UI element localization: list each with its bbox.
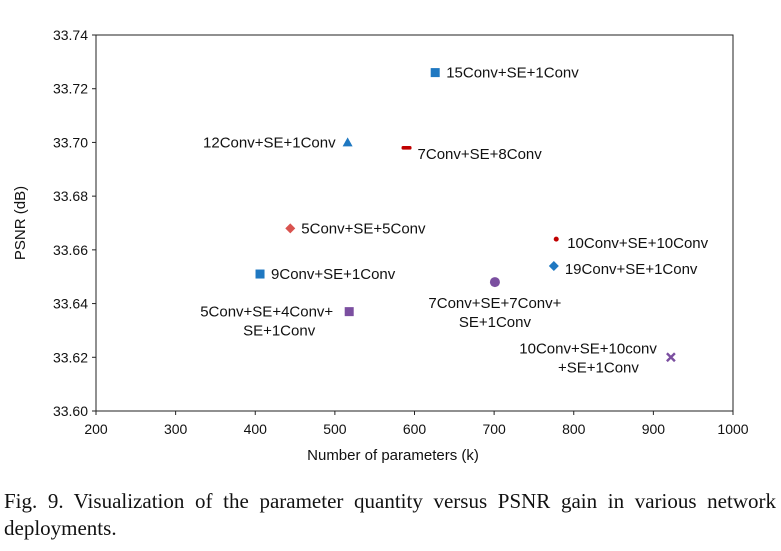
x-tick-label: 200 <box>84 421 108 437</box>
point-label-line: 7Conv+SE+7Conv+ <box>428 295 561 312</box>
point-label: 7Conv+SE+8Conv <box>418 146 543 163</box>
tick-labels: 200 300 400 500 600 700 800 900 1000 33.60 33.62 33… <box>53 27 749 437</box>
point-label-line: SE+1Conv <box>459 314 532 331</box>
point-label-line: 19Conv+SE+1Conv <box>565 261 698 278</box>
point-label: 5Conv+SE+4Conv+ SE+1Conv <box>200 304 333 340</box>
x-tick-label: 700 <box>482 421 506 437</box>
point-label-line: SE+1Conv <box>243 323 316 340</box>
point-label: 10Conv+SE+10Conv <box>567 235 708 252</box>
y-axis-label: PSNR (dB) <box>12 186 29 260</box>
y-tick-label: 33.70 <box>53 134 88 150</box>
y-tick-label: 33.74 <box>53 27 88 43</box>
y-tick-label: 33.72 <box>53 81 88 97</box>
point-label-line: 9Conv+SE+1Conv <box>271 266 396 283</box>
y-tick-label: 33.64 <box>53 296 88 312</box>
scatter-chart: 200 300 400 500 600 700 800 900 1000 33.60 33.62 33… <box>12 27 749 464</box>
caption-label: Fig. 9. <box>4 489 64 513</box>
point-label: 9Conv+SE+1Conv <box>271 266 396 283</box>
x-tick-label: 600 <box>403 421 427 437</box>
x-tick-label: 500 <box>323 421 347 437</box>
point-label-line: 10Conv+SE+10Conv <box>567 235 708 252</box>
x-tick-label: 900 <box>642 421 666 437</box>
point-label-line: 12Conv+SE+1Conv <box>203 134 336 151</box>
data-point <box>285 223 296 234</box>
point-label-line: 15Conv+SE+1Conv <box>446 65 579 82</box>
caption-text: Visualization of the parameter quantity … <box>4 489 776 540</box>
data-point <box>430 68 440 78</box>
point-label-line: 7Conv+SE+8Conv <box>418 146 543 163</box>
x-axis-label: Number of parameters (k) <box>307 447 479 464</box>
point-label: 7Conv+SE+7Conv+ SE+1Conv <box>428 295 561 331</box>
x-tick-label: 300 <box>164 421 188 437</box>
point-label: 12Conv+SE+1Conv <box>203 134 336 151</box>
point-label-line: +SE+1Conv <box>558 359 639 376</box>
y-tick-label: 33.60 <box>53 403 88 419</box>
point-label: 10Conv+SE+10conv +SE+1Conv <box>519 340 657 376</box>
x-tick-label: 800 <box>562 421 586 437</box>
point-label: 15Conv+SE+1Conv <box>446 65 579 82</box>
data-point <box>255 269 265 279</box>
point-label: 5Conv+SE+5Conv <box>301 220 426 237</box>
data-point <box>342 137 353 147</box>
y-tick-label: 33.62 <box>53 349 88 365</box>
x-tick-label: 400 <box>244 421 268 437</box>
data-point <box>344 307 354 317</box>
data-point <box>548 260 559 271</box>
x-tick-label: 1000 <box>717 421 748 437</box>
y-tick-label: 33.66 <box>53 242 88 258</box>
data-points <box>255 68 676 363</box>
point-label: 19Conv+SE+1Conv <box>565 261 698 278</box>
point-label-line: 5Conv+SE+4Conv+ <box>200 304 333 321</box>
data-point <box>401 146 412 150</box>
data-point <box>666 352 676 363</box>
figure-caption: Fig. 9. Visualization of the parameter qu… <box>4 488 776 542</box>
axes <box>92 34 734 415</box>
y-tick-label: 33.68 <box>53 188 88 204</box>
data-point <box>553 236 559 242</box>
point-label-line: 10Conv+SE+10conv <box>519 340 657 357</box>
data-point <box>489 277 500 288</box>
point-label-line: 5Conv+SE+5Conv <box>301 220 426 237</box>
point-labels: 15Conv+SE+1Conv 12Conv+SE+1Conv 7Conv+SE+8… <box>200 65 708 377</box>
